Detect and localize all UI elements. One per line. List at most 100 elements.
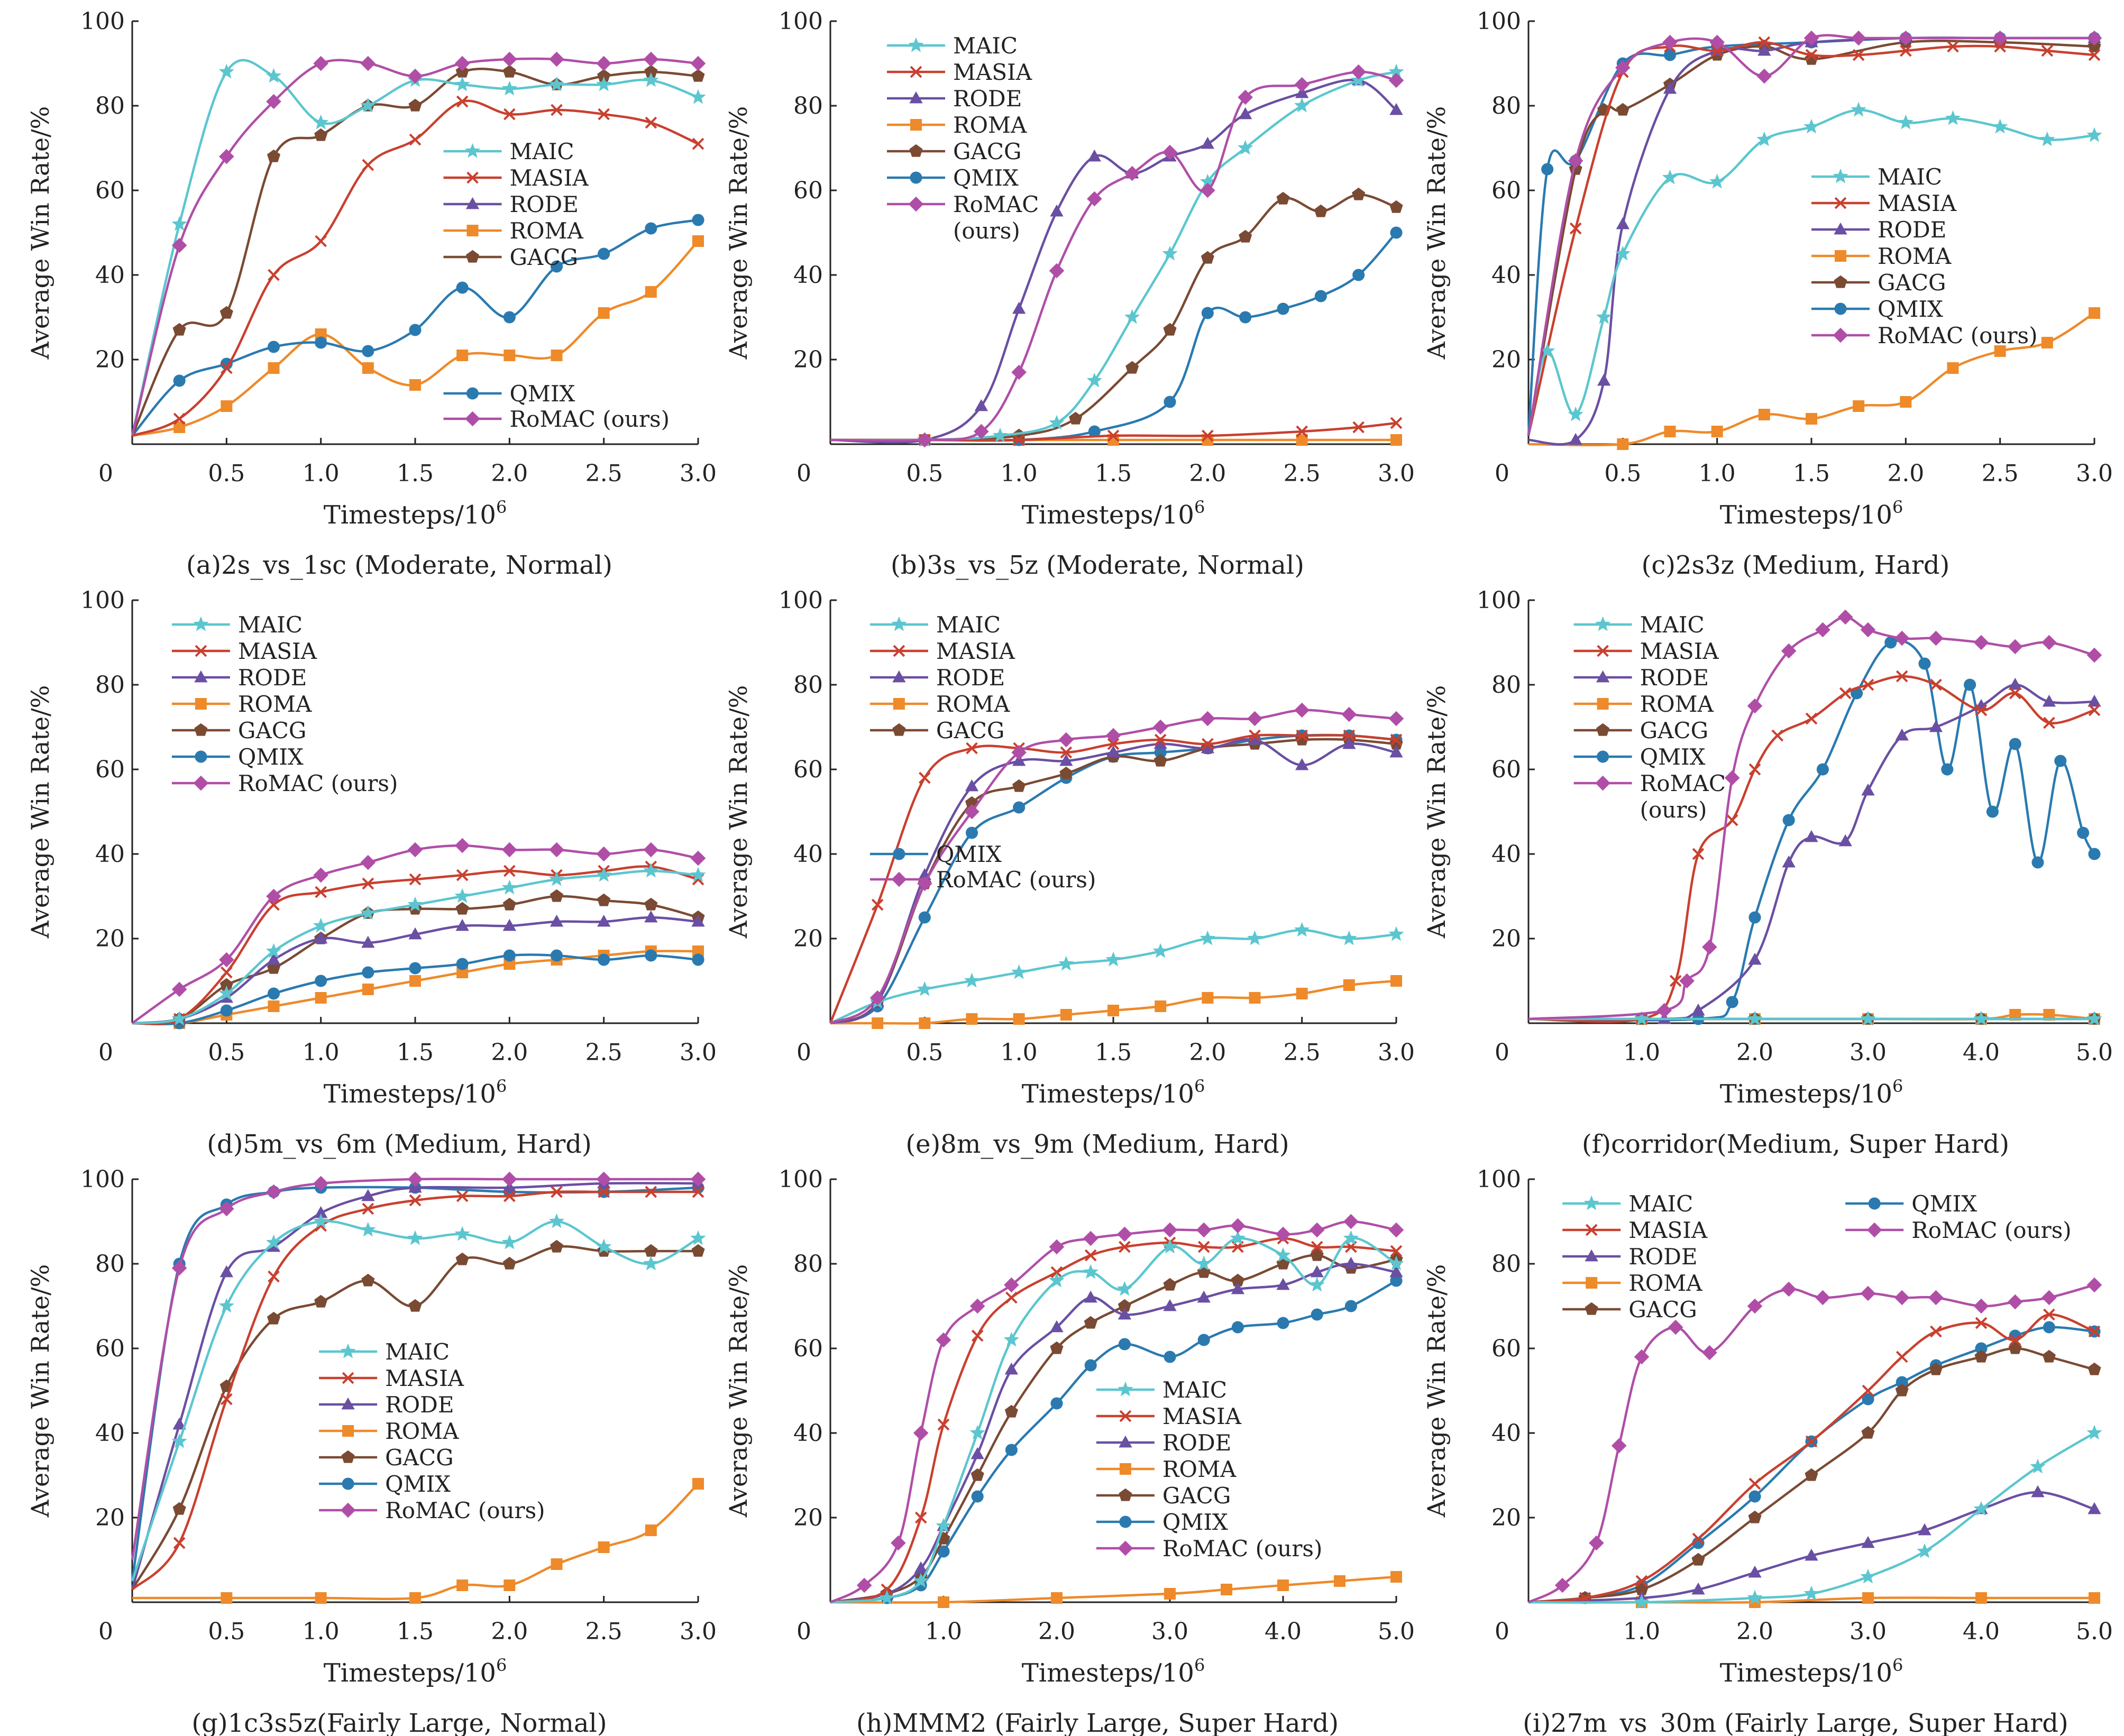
data-point	[502, 897, 516, 911]
data-point	[502, 51, 517, 67]
series-qmix	[830, 226, 1403, 446]
y-tick-label: 80	[793, 93, 823, 120]
series-gacg	[830, 732, 1403, 1025]
data-point	[1635, 1575, 1648, 1587]
legend-entry-qmix: QMIX	[171, 744, 304, 770]
data-point	[1296, 988, 1308, 999]
legend-label-cont: (ours)	[953, 218, 1020, 244]
data-point	[596, 56, 611, 71]
data-point	[645, 222, 657, 235]
data-point	[1118, 1307, 1132, 1320]
data-point	[1164, 1588, 1176, 1600]
data-point	[219, 952, 234, 968]
data-point	[1691, 1582, 1705, 1595]
data-point	[645, 116, 657, 129]
data-point	[172, 323, 186, 336]
y-tick-label: 60	[1491, 1335, 1521, 1362]
data-point	[221, 1393, 233, 1406]
data-point	[409, 975, 421, 987]
data-point	[1782, 814, 1795, 826]
x-tick-label: 4.0	[1265, 1618, 1302, 1645]
data-point	[1202, 429, 1214, 442]
data-point	[218, 1298, 234, 1313]
legend-label: GACG	[953, 139, 1022, 164]
data-point	[1107, 429, 1120, 442]
x-tick-label: 1.5	[1793, 460, 1830, 487]
data-point	[1086, 372, 1102, 388]
data-point	[1805, 1548, 1818, 1561]
data-point	[974, 399, 988, 411]
data-point	[454, 56, 470, 71]
legend-marker	[909, 91, 923, 104]
data-point	[362, 984, 374, 995]
data-point	[917, 432, 932, 448]
data-point	[2009, 1009, 2021, 1021]
legend-label: RODE	[953, 86, 1022, 112]
legend-marker	[340, 1502, 356, 1518]
data-point	[503, 1190, 516, 1202]
x-tick-label: 2.0	[1887, 460, 1924, 487]
data-point	[550, 260, 563, 273]
data-point	[1679, 973, 1695, 989]
data-point	[690, 1171, 706, 1187]
data-point	[596, 867, 612, 882]
data-point	[456, 1579, 469, 1591]
data-point	[549, 51, 564, 67]
data-point	[360, 1221, 376, 1237]
data-point	[1975, 1317, 1988, 1329]
data-point	[1049, 1239, 1065, 1255]
data-point	[1311, 1241, 1323, 1253]
legend-entry-masia: MASIA	[1573, 638, 1719, 664]
data-point	[1296, 729, 1308, 742]
data-point	[1310, 1265, 1324, 1278]
data-point	[503, 865, 516, 877]
legend-label: GACG	[385, 1445, 454, 1471]
data-point	[454, 1226, 470, 1241]
data-point	[937, 1418, 950, 1431]
data-point	[1389, 1265, 1403, 1278]
legend-entry-gacg: GACG	[869, 718, 1004, 743]
data-point	[1748, 1510, 1762, 1523]
data-point	[2041, 1290, 2057, 1306]
x-tick-label: 0	[98, 460, 113, 487]
data-point	[315, 328, 327, 340]
data-point	[644, 65, 658, 78]
data-point	[1154, 746, 1167, 759]
y-tick-label: 60	[1491, 756, 1521, 783]
legend-marker	[892, 670, 906, 683]
data-point	[171, 981, 187, 997]
data-point	[1162, 1222, 1178, 1238]
chart-caption: (d)5m_vs_6m (Medium, Hard)	[207, 1129, 591, 1159]
data-point	[1748, 763, 1761, 776]
legend-marker	[342, 1477, 354, 1490]
legend-label: QMIX	[238, 744, 304, 770]
x-axis-label: Timesteps/106	[324, 1655, 507, 1688]
data-point	[221, 362, 233, 374]
data-point	[936, 1332, 951, 1348]
legend-marker	[1583, 1195, 1599, 1210]
legend-label: RoMAC	[1640, 770, 1726, 796]
data-point	[1388, 926, 1404, 941]
y-tick-label: 100	[779, 587, 823, 614]
data-point	[645, 286, 657, 298]
legend-entry-romac: RoMAC (ours)	[171, 770, 398, 796]
data-point	[1276, 1278, 1290, 1290]
series-romac	[131, 1171, 706, 1560]
data-point	[1815, 622, 1830, 638]
data-point	[550, 949, 563, 962]
data-point	[992, 427, 1008, 443]
chart-caption: (c)2s3z (Medium, Hard)	[1642, 550, 1950, 580]
series-qmix	[830, 729, 1403, 1025]
legend-entry-gacg: GACG	[1096, 1483, 1231, 1509]
x-tick-label: 1.0	[1001, 460, 1038, 487]
legend-marker	[195, 750, 207, 763]
data-point	[1568, 406, 1583, 421]
legend-label: QMIX	[1162, 1509, 1228, 1535]
data-point	[692, 214, 704, 226]
data-point	[503, 958, 516, 970]
x-axis-label: Timesteps/106	[324, 497, 507, 530]
data-point	[1852, 49, 1865, 61]
data-point	[1087, 191, 1102, 207]
